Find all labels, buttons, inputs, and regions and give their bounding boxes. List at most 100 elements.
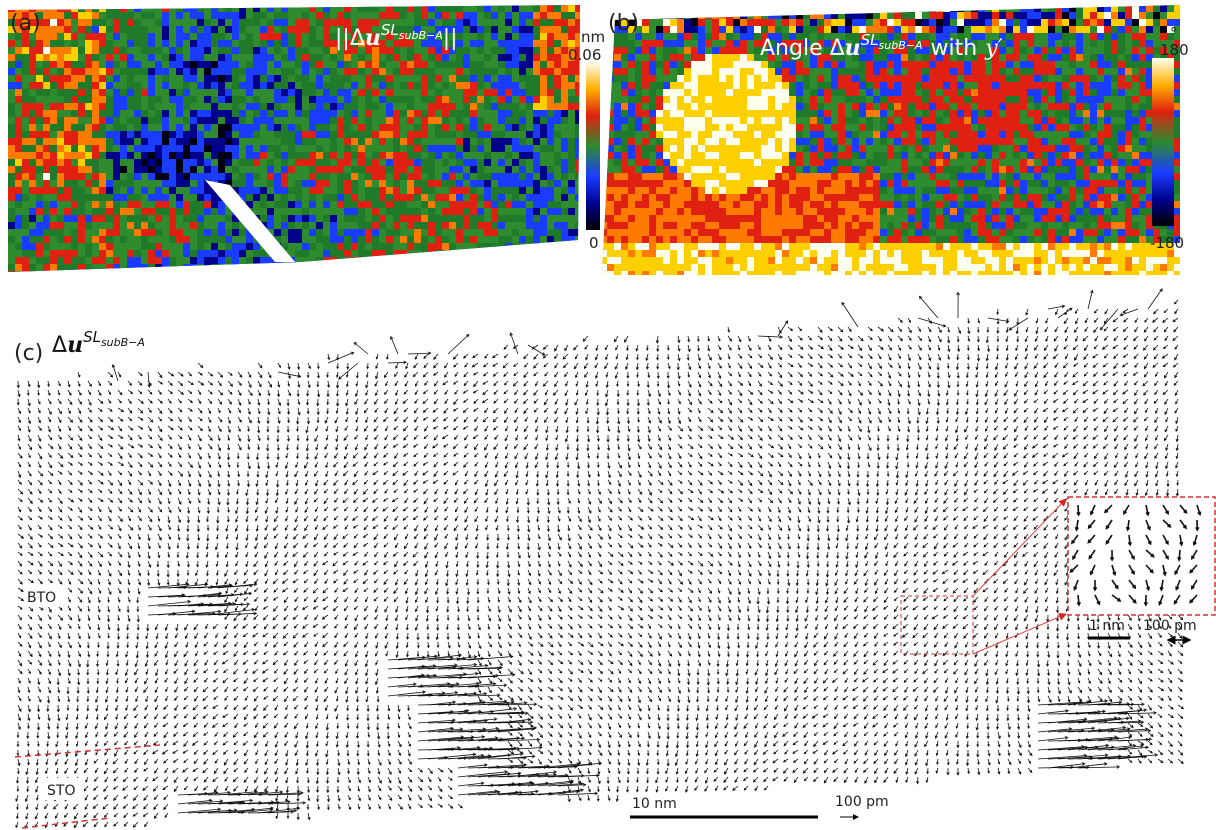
map-cell — [386, 194, 394, 202]
map-cell — [1013, 103, 1021, 111]
map-cell — [183, 166, 191, 174]
map-cell — [29, 12, 37, 20]
map-cell — [302, 75, 310, 83]
map-cell — [936, 26, 944, 34]
map-cell — [351, 271, 359, 272]
map-cell — [260, 33, 268, 41]
map-cell — [309, 166, 317, 174]
map-cell — [64, 243, 72, 251]
map-cell — [393, 187, 401, 195]
map-cell — [309, 138, 317, 146]
map-cell — [148, 68, 156, 76]
map-cell — [372, 110, 380, 118]
map-cell — [169, 47, 177, 55]
map-cell — [8, 138, 16, 146]
map-cell — [176, 47, 184, 55]
map-cell — [719, 96, 727, 104]
map-cell — [782, 54, 790, 62]
map-cell — [568, 250, 576, 258]
map-cell — [29, 180, 37, 188]
map-cell — [78, 33, 86, 41]
map-cell — [148, 180, 156, 188]
map-cell — [505, 47, 513, 55]
map-cell — [29, 19, 37, 27]
map-cell — [71, 89, 79, 97]
map-cell — [351, 19, 359, 27]
map-cell — [253, 124, 261, 132]
map-cell — [141, 187, 149, 195]
map-cell — [768, 54, 776, 62]
map-cell — [526, 145, 534, 153]
map-cell — [176, 215, 184, 223]
map-cell — [337, 271, 345, 272]
map-cell — [22, 264, 30, 272]
map-cell — [964, 68, 972, 76]
map-cell — [845, 96, 853, 104]
map-cell — [414, 145, 422, 153]
map-cell — [141, 194, 149, 202]
map-cell — [519, 117, 527, 125]
map-cell — [365, 257, 373, 265]
map-cell — [964, 89, 972, 97]
map-cell — [155, 124, 163, 132]
map-cell — [64, 12, 72, 20]
map-cell — [1006, 75, 1014, 83]
map-cell — [141, 271, 149, 272]
map-cell — [253, 40, 261, 48]
map-cell — [663, 124, 671, 132]
map-cell — [845, 110, 853, 118]
map-cell — [330, 201, 338, 209]
map-cell — [1111, 61, 1119, 69]
map-cell — [929, 19, 937, 27]
map-cell — [733, 26, 741, 34]
map-cell — [106, 12, 114, 20]
map-cell — [929, 5, 937, 13]
map-cell — [106, 131, 114, 139]
map-cell — [127, 117, 135, 125]
map-cell — [470, 40, 478, 48]
map-cell — [267, 187, 275, 195]
map-cell — [1006, 110, 1014, 118]
map-cell — [740, 40, 748, 48]
map-cell — [176, 75, 184, 83]
map-cell — [344, 12, 352, 20]
map-cell — [1118, 5, 1126, 13]
map-cell — [428, 152, 436, 160]
map-cell — [985, 145, 993, 153]
map-cell — [663, 82, 671, 90]
map-cell — [540, 166, 548, 174]
map-cell — [775, 12, 783, 20]
map-cell — [414, 40, 422, 48]
map-cell — [999, 33, 1007, 41]
map-cell — [71, 271, 79, 272]
map-cell — [169, 243, 177, 251]
map-cell — [547, 166, 555, 174]
map-cell — [957, 110, 965, 118]
map-cell — [621, 82, 629, 90]
map-cell — [635, 61, 643, 69]
map-cell — [64, 131, 72, 139]
map-cell — [246, 117, 254, 125]
map-cell — [498, 26, 506, 34]
map-cell — [491, 68, 499, 76]
map-cell — [218, 145, 226, 153]
map-cell — [684, 96, 692, 104]
map-cell — [302, 33, 310, 41]
map-cell — [894, 19, 902, 27]
map-cell — [78, 82, 86, 90]
map-cell — [1139, 33, 1147, 41]
map-cell — [449, 152, 457, 160]
map-cell — [477, 40, 485, 48]
map-cell — [414, 89, 422, 97]
map-cell — [267, 54, 275, 62]
map-cell — [547, 138, 555, 146]
map-cell — [50, 222, 58, 230]
map-cell — [169, 257, 177, 265]
map-cell — [498, 138, 506, 146]
map-cell — [789, 117, 797, 125]
map-cell — [148, 201, 156, 209]
map-cell — [964, 75, 972, 83]
map-cell — [526, 187, 534, 195]
map-cell — [253, 243, 261, 251]
map-cell — [456, 89, 464, 97]
